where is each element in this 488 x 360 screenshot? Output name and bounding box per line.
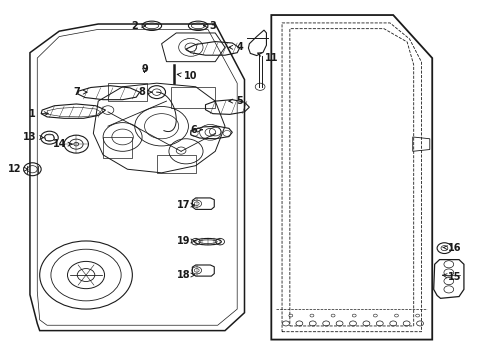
Text: 18: 18 — [176, 270, 194, 280]
Text: 12: 12 — [8, 164, 28, 174]
Text: 11: 11 — [257, 53, 278, 63]
Text: 5: 5 — [228, 96, 243, 106]
Text: 17: 17 — [177, 200, 194, 210]
Text: 3: 3 — [203, 21, 216, 31]
Text: 15: 15 — [442, 272, 461, 282]
Text: 4: 4 — [228, 42, 243, 52]
Text: 13: 13 — [23, 132, 43, 142]
Text: 7: 7 — [73, 87, 87, 97]
Text: 19: 19 — [177, 236, 194, 246]
Text: 14: 14 — [52, 139, 72, 149]
Text: 2: 2 — [131, 21, 145, 31]
Text: 1: 1 — [29, 109, 48, 119]
Text: 10: 10 — [177, 71, 197, 81]
Text: 9: 9 — [141, 64, 147, 74]
Text: 6: 6 — [189, 125, 202, 135]
Text: 16: 16 — [442, 243, 461, 253]
Text: 8: 8 — [139, 87, 151, 97]
